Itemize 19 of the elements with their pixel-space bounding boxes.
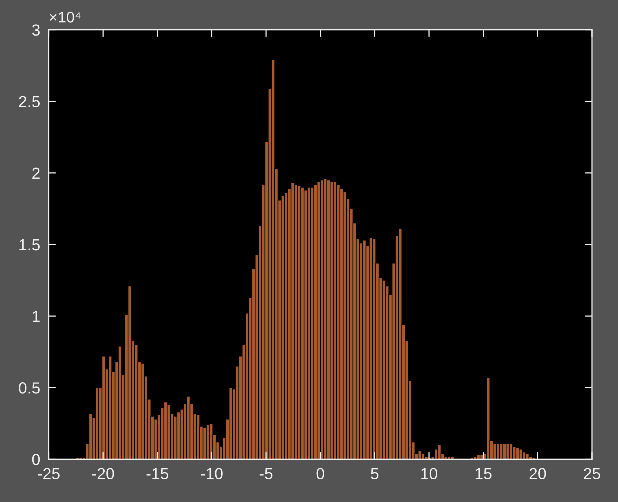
x-tick-label: 5 [371, 468, 379, 480]
y-tick-label: 3 [32, 24, 40, 36]
x-tick-label: 10 [422, 468, 438, 480]
x-tick-label: -5 [260, 468, 273, 480]
x-tick-label: 20 [530, 468, 546, 480]
x-tick-label: -15 [146, 468, 169, 480]
x-tick-label: -10 [201, 468, 223, 480]
x-tick-label: 25 [584, 468, 600, 480]
text: ×10⁴ [50, 12, 81, 23]
x-tick-label: -25 [38, 468, 60, 480]
y-tick-label: 2.5 [19, 96, 40, 108]
x-tick-label: -20 [92, 468, 114, 480]
x-tick-label: 0 [316, 468, 324, 480]
y-tick-label: 0.5 [19, 382, 40, 394]
y-tick-label: 1.5 [20, 240, 40, 251]
y-tick-label: 2 [32, 168, 40, 179]
y-tick-label: 0 [32, 454, 40, 466]
y-tick-label: 1 [33, 311, 40, 322]
x-tick-label: 15 [476, 468, 492, 480]
